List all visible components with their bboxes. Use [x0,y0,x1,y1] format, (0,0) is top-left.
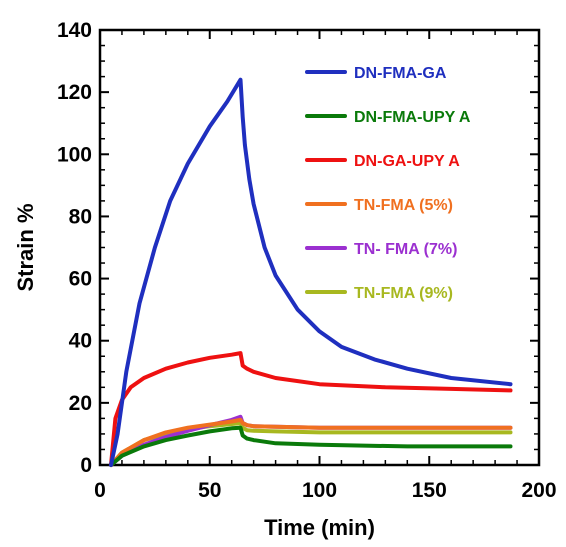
y-tick-label: 80 [69,205,92,228]
legend-label: DN-FMA-GA [354,65,447,82]
y-tick-label: 20 [69,392,92,415]
legend-label: TN-FMA (5%) [354,197,453,214]
series-line-dn-fma-ga [109,77,513,467]
axis-tick-labels: 0 50 100 150 200 0 20 40 60 80 100 120 140 [57,19,557,502]
y-tick-label: 140 [57,19,92,42]
series-line-dn-fma-upy-a [109,425,513,467]
x-tick-label: 200 [521,479,556,502]
data-series [109,77,513,467]
x-axis-title: Time (min) [264,515,375,540]
legend-label: DN-GA-UPY A [354,153,460,170]
series-line-tn-fma-5 [109,417,513,467]
legend: DN-FMA-GA DN-FMA-UPY A DN-GA-UPY A TN-FMA (… [305,65,471,302]
axis-ticks [99,29,540,466]
y-tick-label: 100 [57,143,92,166]
y-tick-label: 60 [69,268,92,291]
series-line-dn-ga-upy-a [109,351,513,467]
y-axis-title: Strain % [13,203,38,291]
legend-label: DN-FMA-UPY A [354,109,471,126]
y-tick-label: 120 [57,81,92,104]
legend-label: TN- FMA (7%) [354,241,457,258]
x-tick-label: 0 [94,479,106,502]
y-tick-label: 40 [69,330,92,353]
legend-label: TN-FMA (9%) [354,285,453,302]
y-tick-label: 0 [80,454,92,477]
x-tick-label: 50 [198,479,221,502]
x-tick-label: 150 [412,479,447,502]
x-tick-label: 100 [302,479,337,502]
